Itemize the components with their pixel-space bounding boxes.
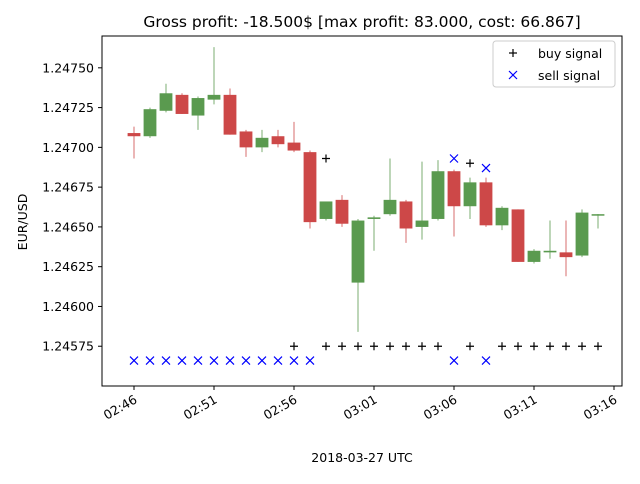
sell-signal-marker bbox=[177, 356, 187, 365]
sell-signal-marker bbox=[225, 356, 235, 365]
sell-signal-marker bbox=[449, 356, 459, 365]
candle-body bbox=[143, 109, 157, 137]
legend-buy-marker bbox=[509, 49, 517, 57]
legend-sell-marker bbox=[508, 70, 518, 80]
candle-body bbox=[383, 199, 397, 215]
axes-frame bbox=[101, 35, 623, 387]
candle-body bbox=[511, 209, 525, 262]
legend-sell-label: sell signal bbox=[538, 68, 600, 83]
sell-signal-marker bbox=[145, 356, 155, 365]
sell-signal-marker bbox=[481, 356, 491, 365]
buy-signal-marker bbox=[322, 154, 330, 163]
buy-signal-marker bbox=[338, 342, 346, 351]
sell-signal-marker bbox=[481, 163, 491, 173]
candle-body bbox=[239, 131, 253, 148]
buy-signal-marker bbox=[546, 342, 554, 351]
candle-body bbox=[447, 171, 461, 207]
sell-signal-marker bbox=[241, 356, 251, 365]
y-tick-label: 1.24600 bbox=[42, 299, 94, 314]
candle-body bbox=[479, 182, 493, 226]
candle-body bbox=[319, 201, 333, 219]
candle-body bbox=[415, 220, 429, 227]
legend-frame bbox=[492, 40, 616, 88]
buy-signal-marker bbox=[290, 342, 298, 351]
candle-body bbox=[207, 94, 221, 100]
candle-body bbox=[271, 136, 285, 145]
buy-signal-marker bbox=[466, 159, 474, 168]
candle-body bbox=[495, 207, 509, 226]
legend: buy signal sell signal bbox=[492, 40, 616, 88]
sell-signal-marker bbox=[257, 356, 267, 365]
candle-body bbox=[351, 220, 365, 283]
candle-body bbox=[367, 217, 381, 219]
candle-body bbox=[591, 214, 605, 216]
buy-signal-marker bbox=[370, 342, 378, 351]
buy-signal-marker bbox=[386, 342, 394, 351]
buy-signal-marker bbox=[418, 342, 426, 351]
candle-body bbox=[303, 152, 317, 223]
candle-body bbox=[527, 250, 541, 262]
sell-signal-marker bbox=[193, 356, 203, 365]
candle-body bbox=[543, 250, 557, 253]
y-tick-label: 1.24725 bbox=[42, 100, 94, 115]
candle-body bbox=[191, 98, 205, 116]
y-tick-label: 1.24575 bbox=[42, 339, 94, 354]
buy-signal-marker bbox=[562, 342, 570, 351]
candle-body bbox=[559, 252, 573, 258]
legend-buy-label: buy signal bbox=[538, 46, 602, 61]
candle-body bbox=[335, 199, 349, 224]
sell-signal-marker bbox=[273, 356, 283, 365]
buy-signal-marker bbox=[578, 342, 586, 351]
sell-signal-marker bbox=[449, 154, 459, 163]
candle-body bbox=[431, 171, 445, 219]
buy-signal-marker bbox=[594, 342, 602, 351]
candle-body bbox=[255, 137, 269, 148]
y-tick-label: 1.24650 bbox=[42, 219, 94, 234]
y-tick-label: 1.24675 bbox=[42, 180, 94, 195]
candle-body bbox=[463, 182, 477, 207]
plot-area: 1.24575 1.24600 1.24625 1.24650 1.24675 1.247… bbox=[42, 35, 623, 423]
sell-signal-marker bbox=[161, 356, 171, 365]
candle-body bbox=[399, 201, 413, 229]
x-axis-label: 2018-03-27 UTC bbox=[311, 450, 413, 465]
candle-body bbox=[127, 133, 141, 137]
buy-signal-marker bbox=[514, 342, 522, 351]
sell-signal-marker bbox=[209, 356, 219, 365]
sell-signal-marker bbox=[289, 356, 299, 365]
candle-body bbox=[575, 212, 589, 256]
candle-body bbox=[287, 142, 301, 151]
buy-signal-marker bbox=[434, 342, 442, 351]
buy-signal-marker bbox=[402, 342, 410, 351]
buy-signal-marker bbox=[530, 342, 538, 351]
y-tick-label: 1.24750 bbox=[42, 60, 94, 75]
buy-signal-marker bbox=[322, 342, 330, 351]
sell-signal-marker bbox=[129, 356, 139, 365]
y-tick-label: 1.24700 bbox=[42, 140, 94, 155]
y-axis-label: EUR/USD bbox=[15, 194, 30, 251]
candle-body bbox=[223, 94, 237, 135]
buy-signal-marker bbox=[498, 342, 506, 351]
candle-body bbox=[175, 94, 189, 114]
chart-title: Gross profit: -18.500$ [max profit: 83.0… bbox=[143, 13, 580, 31]
buy-signal-marker bbox=[466, 342, 474, 351]
candle-body bbox=[159, 93, 173, 111]
sell-signal-marker bbox=[305, 356, 315, 365]
buy-signal-marker bbox=[354, 342, 362, 351]
y-tick-label: 1.24625 bbox=[42, 259, 94, 274]
